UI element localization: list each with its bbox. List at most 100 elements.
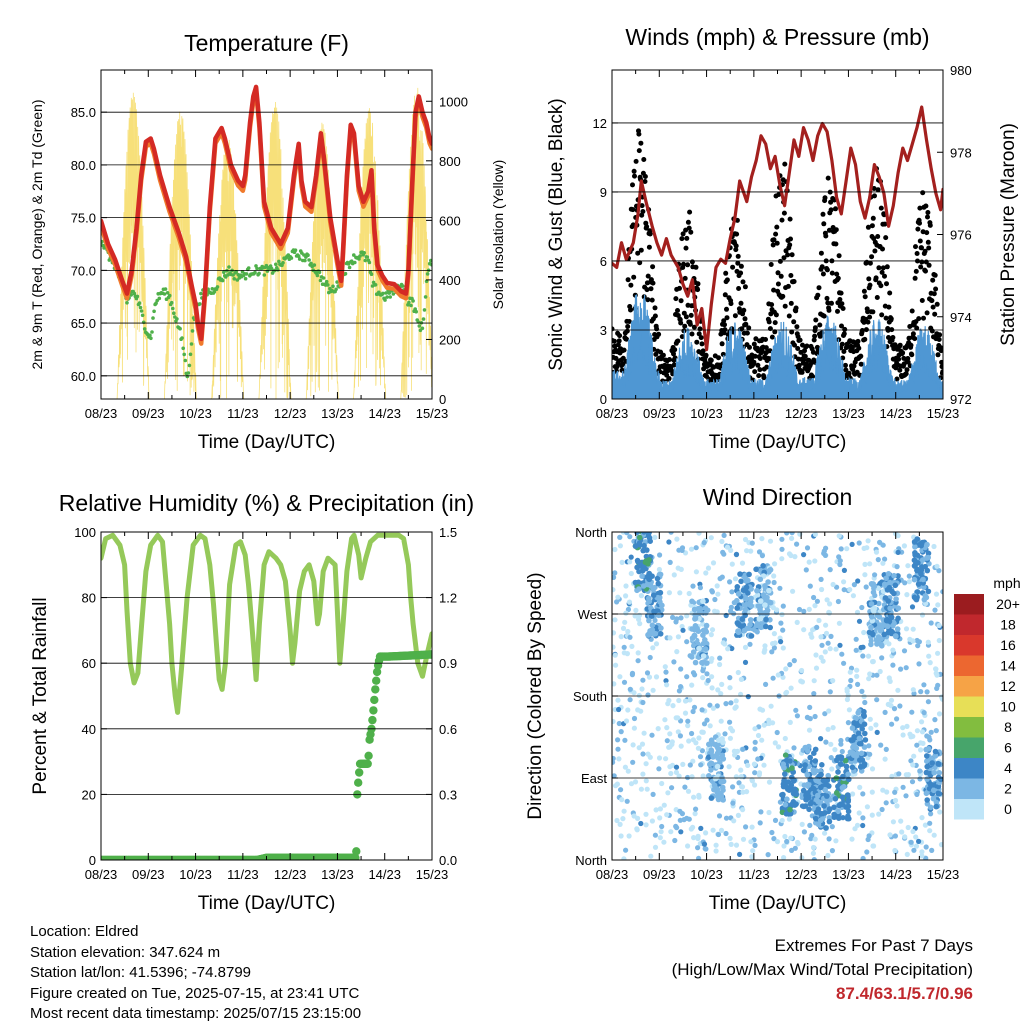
wind-panel-xtick-label: 10/23 (690, 406, 723, 421)
direction-point (891, 706, 898, 712)
direction-point (662, 664, 668, 670)
dewpoint-point (262, 273, 267, 277)
direction-point (733, 551, 740, 558)
dewpoint-point (281, 261, 285, 265)
direction-point (716, 813, 723, 819)
direction-point (675, 729, 681, 735)
direction-point (850, 593, 857, 599)
gust-point (835, 308, 840, 314)
direction-point (737, 851, 743, 858)
gust-point (787, 216, 793, 222)
direction-cluster-point (748, 633, 755, 639)
direction-point (911, 691, 917, 697)
direction-point (886, 641, 892, 647)
direction-cluster-point (911, 576, 918, 583)
direction-point (752, 739, 758, 745)
gust-point (875, 187, 881, 193)
direction-point (650, 645, 656, 651)
direction-point (882, 756, 888, 762)
gust-point (884, 264, 890, 270)
direction-point (821, 548, 827, 554)
direction-grid (612, 613, 943, 779)
direction-point (727, 675, 733, 681)
direction-point (777, 585, 783, 591)
dewpoint-point (186, 371, 191, 375)
direction-point (752, 770, 758, 776)
direction-point (735, 669, 741, 676)
direction-cluster-point (813, 768, 819, 774)
gust-point (921, 315, 926, 321)
direction-point (677, 590, 683, 596)
direction-point (856, 540, 862, 546)
direction-point (914, 637, 920, 644)
direction-point (667, 559, 673, 566)
direction-cluster-point (845, 808, 852, 815)
direction-point (860, 855, 866, 860)
direction-point (615, 594, 621, 600)
humidity-panel-xtick-label: 08/23 (85, 867, 118, 882)
direction-point (780, 674, 786, 680)
direction-cluster-point (760, 563, 766, 569)
gust-point (742, 316, 748, 322)
precipitation-point (355, 768, 364, 777)
direction-cluster-point (644, 581, 650, 588)
direction-point (649, 732, 655, 738)
gust-point (886, 335, 891, 340)
direction-point (892, 789, 898, 795)
direction-point (818, 634, 824, 640)
direction-point (699, 729, 705, 735)
direction-cluster-point (739, 616, 746, 622)
direction-cluster-point (650, 592, 657, 599)
direction-point (668, 532, 674, 535)
gust-point (839, 341, 845, 347)
direction-point (635, 658, 641, 664)
direction-point (789, 535, 795, 542)
direction-point (899, 829, 905, 835)
dewpoint-point (182, 352, 186, 357)
direction-cluster-point (651, 631, 657, 637)
direction-point (684, 613, 690, 619)
direction-point (705, 677, 711, 684)
legend-title: mph (993, 575, 1020, 591)
direction-point (710, 827, 716, 833)
dewpoint-point (303, 258, 307, 263)
direction-point (902, 834, 908, 840)
direction-point (822, 711, 828, 717)
direction-cluster-point (839, 785, 846, 791)
direction-point (612, 652, 618, 658)
direction-point (614, 817, 620, 824)
dewpoint-point (187, 363, 192, 368)
gust-point (775, 270, 781, 276)
dewpoint-point (171, 306, 175, 311)
direction-point (617, 534, 623, 540)
gust-point (624, 336, 629, 342)
dewpoint-point (175, 317, 179, 321)
direction-point (629, 643, 635, 650)
direction-point (897, 703, 903, 709)
direction-cluster-point (805, 781, 811, 788)
direction-point (627, 686, 633, 692)
direction-cluster-point (689, 654, 695, 660)
gust-point (654, 326, 660, 332)
direction-point (933, 591, 940, 597)
direction-cluster-point (700, 598, 706, 604)
direction-point (884, 789, 890, 795)
direction-point (935, 650, 941, 656)
direction-point (890, 647, 896, 653)
dewpoint-point (129, 293, 133, 297)
gust-point (648, 286, 654, 292)
gust-point (722, 292, 728, 298)
direction-cluster-point (927, 781, 933, 787)
direction-panel-xtick-label: 08/23 (596, 867, 629, 882)
direction-point (619, 797, 625, 803)
direction-point (696, 735, 702, 741)
direction-point (740, 836, 747, 842)
gust-point (681, 261, 686, 267)
direction-point (838, 741, 844, 747)
gust-point (684, 235, 690, 241)
direction-point (829, 848, 836, 854)
direction-cluster-point (925, 550, 932, 557)
station-pressure-line (612, 105, 943, 352)
direction-point (618, 729, 624, 735)
direction-point (675, 634, 682, 640)
